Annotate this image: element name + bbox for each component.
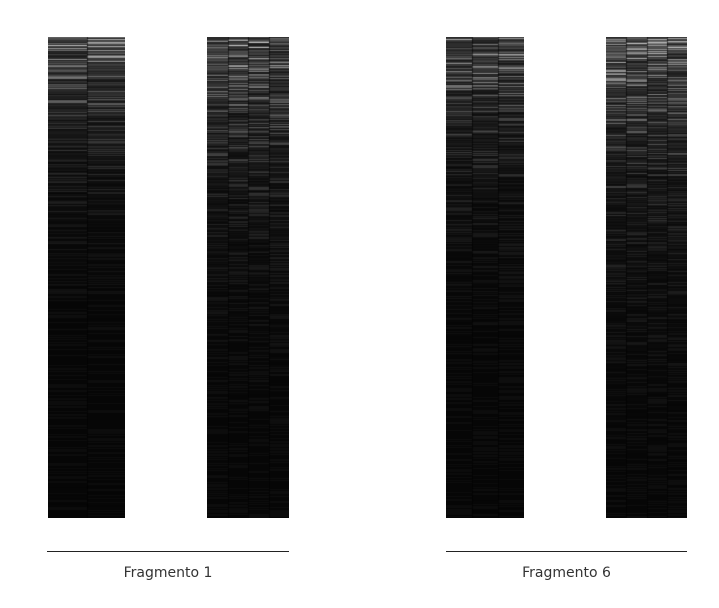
group-caption-6: Fragmento 6 — [522, 565, 611, 581]
group-rule-1 — [47, 551, 289, 552]
spectrogram-strip-6a — [446, 37, 524, 518]
group-caption-1: Fragmento 1 — [123, 565, 213, 581]
group-rule-6 — [446, 551, 687, 552]
spectrogram-strip-6b — [606, 37, 687, 518]
spectrogram-strip-1a — [48, 37, 125, 518]
spectrogram-strip-1b — [207, 37, 289, 518]
